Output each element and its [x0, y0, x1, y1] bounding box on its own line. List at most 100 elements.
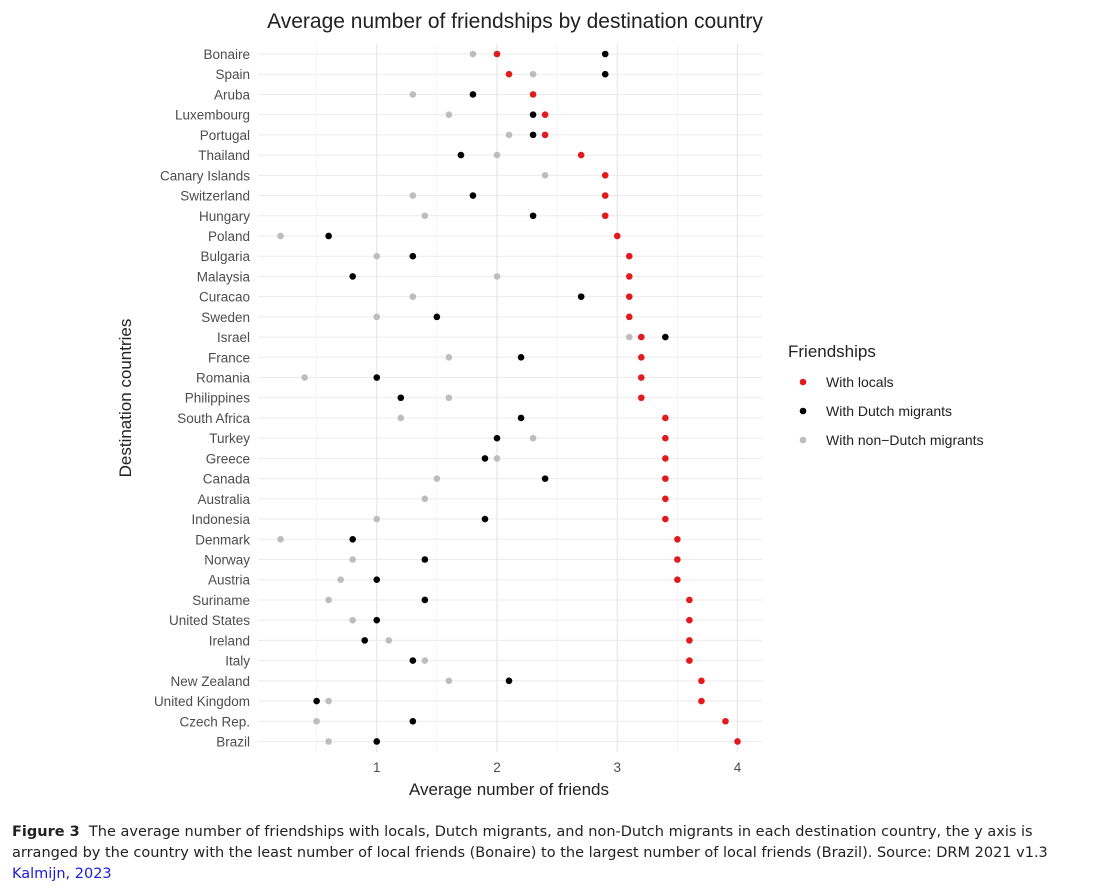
y-tick-label: France — [208, 350, 250, 365]
y-tick-label: Canary Islands — [160, 168, 250, 183]
grid-layer — [258, 44, 762, 752]
data-point — [385, 637, 393, 644]
data-point — [445, 111, 453, 118]
data-point — [577, 293, 585, 300]
x-tick-labels: 1 2 3 4 — [373, 760, 742, 775]
y-tick-label: Greece — [206, 451, 250, 466]
data-point — [493, 273, 501, 280]
data-point — [662, 455, 669, 462]
data-point — [421, 596, 429, 604]
data-point — [373, 313, 381, 321]
data-point — [662, 333, 669, 341]
data-point — [397, 414, 405, 422]
data-point — [349, 535, 357, 543]
data-point — [481, 455, 489, 462]
data-point — [625, 273, 633, 280]
data-point — [529, 91, 537, 98]
y-tick-label: Curacao — [199, 290, 250, 305]
x-tick-label: 2 — [493, 760, 501, 775]
y-axis-label: Destination countries — [116, 319, 135, 478]
data-point — [409, 717, 417, 725]
data-point — [625, 252, 633, 260]
data-point — [662, 434, 669, 442]
data-point — [686, 637, 693, 644]
caption-citation-link[interactable]: Kalmijn, 2023 — [12, 866, 112, 882]
data-point — [325, 232, 332, 240]
y-tick-label: Italy — [225, 654, 250, 669]
y-tick-label: South Africa — [177, 411, 250, 426]
data-point — [674, 576, 681, 584]
data-point — [541, 172, 549, 179]
data-point — [409, 192, 417, 199]
data-point — [349, 273, 357, 280]
data-point — [373, 515, 381, 523]
data-point — [505, 70, 513, 78]
y-tick-label: Israel — [217, 330, 250, 345]
y-tick-label: Denmark — [195, 532, 250, 547]
y-tick-label: Brazil — [216, 734, 250, 749]
x-tick-label: 3 — [613, 760, 621, 775]
x-tick-label: 1 — [373, 760, 381, 775]
figure-caption: Figure 3 The average number of friendshi… — [12, 822, 1097, 885]
data-point — [625, 333, 633, 341]
y-tick-label: Bonaire — [203, 47, 250, 62]
legend-marker — [799, 436, 807, 444]
data-point — [686, 596, 693, 604]
x-tick-label: 4 — [734, 760, 742, 775]
y-tick-label: Spain — [215, 67, 250, 82]
data-point — [662, 515, 669, 523]
legend-marker — [799, 378, 807, 386]
data-point — [541, 475, 549, 482]
data-point — [638, 333, 645, 341]
y-tick-label: Bulgaria — [200, 249, 250, 264]
data-point — [529, 434, 537, 442]
data-point — [541, 131, 549, 139]
y-tick-label: Malaysia — [197, 269, 251, 284]
data-point — [409, 91, 417, 98]
data-point — [601, 212, 609, 220]
data-point — [529, 212, 537, 220]
legend: Friendships With locals With Dutch migran… — [788, 342, 984, 448]
y-tick-label: Norway — [204, 553, 250, 568]
data-point — [457, 151, 465, 159]
data-point — [529, 70, 537, 78]
data-point — [505, 677, 513, 685]
data-point — [325, 738, 332, 745]
data-point — [686, 657, 693, 664]
data-point — [638, 374, 645, 381]
data-point — [469, 192, 477, 199]
data-point — [505, 131, 513, 139]
legend-label: With Dutch migrants — [826, 403, 952, 419]
data-point — [493, 455, 501, 462]
data-point — [313, 717, 320, 725]
data-point — [674, 556, 681, 563]
data-point — [529, 131, 537, 139]
data-point — [577, 151, 585, 159]
data-point — [433, 313, 441, 321]
y-tick-label: New Zealand — [170, 674, 250, 689]
y-tick-label: Czech Rep. — [179, 714, 250, 729]
dot-plot-chart: Bonaire Spain Aruba Luxembourg Portugal Thail… — [116, 10, 984, 799]
data-point — [373, 576, 381, 584]
data-point — [493, 50, 501, 58]
y-tick-label: Australia — [197, 492, 250, 507]
data-point — [421, 212, 429, 220]
data-point — [373, 738, 381, 745]
y-tick-label: Switzerland — [180, 189, 250, 204]
data-point — [601, 70, 609, 78]
data-point — [662, 475, 669, 482]
data-point — [698, 697, 705, 705]
data-point — [349, 556, 357, 563]
data-point — [277, 232, 284, 240]
data-point — [662, 414, 669, 422]
caption-text: The average number of friendships with l… — [12, 824, 1048, 861]
y-tick-label: Sweden — [201, 310, 250, 325]
data-point — [493, 151, 501, 159]
y-tick-label: Luxembourg — [175, 108, 250, 123]
data-points — [277, 50, 741, 745]
data-point — [493, 434, 501, 442]
data-point — [517, 354, 525, 361]
y-tick-label: Hungary — [199, 209, 250, 224]
data-point — [601, 172, 609, 179]
data-point — [722, 717, 729, 725]
